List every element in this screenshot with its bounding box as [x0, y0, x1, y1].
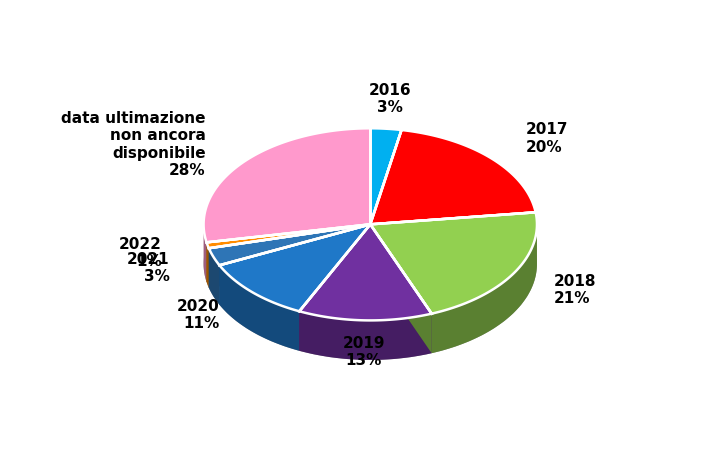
Polygon shape: [299, 312, 432, 360]
Polygon shape: [371, 225, 432, 354]
Polygon shape: [207, 225, 371, 249]
Polygon shape: [371, 129, 402, 225]
Ellipse shape: [204, 169, 537, 360]
Text: 2020
11%: 2020 11%: [177, 298, 219, 330]
Polygon shape: [209, 225, 371, 266]
Polygon shape: [299, 225, 432, 321]
Polygon shape: [209, 225, 371, 288]
Polygon shape: [209, 249, 219, 305]
Polygon shape: [219, 266, 299, 351]
Polygon shape: [371, 213, 537, 314]
Polygon shape: [219, 225, 371, 305]
Text: 2018
21%: 2018 21%: [554, 273, 596, 306]
Polygon shape: [204, 129, 371, 243]
Polygon shape: [299, 225, 371, 351]
Polygon shape: [209, 225, 371, 288]
Polygon shape: [207, 243, 209, 288]
Polygon shape: [432, 225, 537, 354]
Text: data ultimazione
non ancora
disponibile
28%: data ultimazione non ancora disponibile …: [61, 111, 206, 178]
Polygon shape: [371, 131, 536, 225]
Polygon shape: [207, 225, 371, 282]
Text: 2019
13%: 2019 13%: [342, 335, 385, 367]
Text: 2022
1%: 2022 1%: [119, 236, 162, 268]
Polygon shape: [299, 225, 371, 351]
Text: 2016
3%: 2016 3%: [369, 83, 411, 115]
Polygon shape: [207, 225, 371, 282]
Polygon shape: [371, 225, 432, 354]
Text: 2017
20%: 2017 20%: [526, 122, 569, 154]
Polygon shape: [219, 225, 371, 305]
Text: 2021
3%: 2021 3%: [127, 252, 170, 284]
Polygon shape: [204, 225, 207, 282]
Polygon shape: [219, 225, 371, 312]
